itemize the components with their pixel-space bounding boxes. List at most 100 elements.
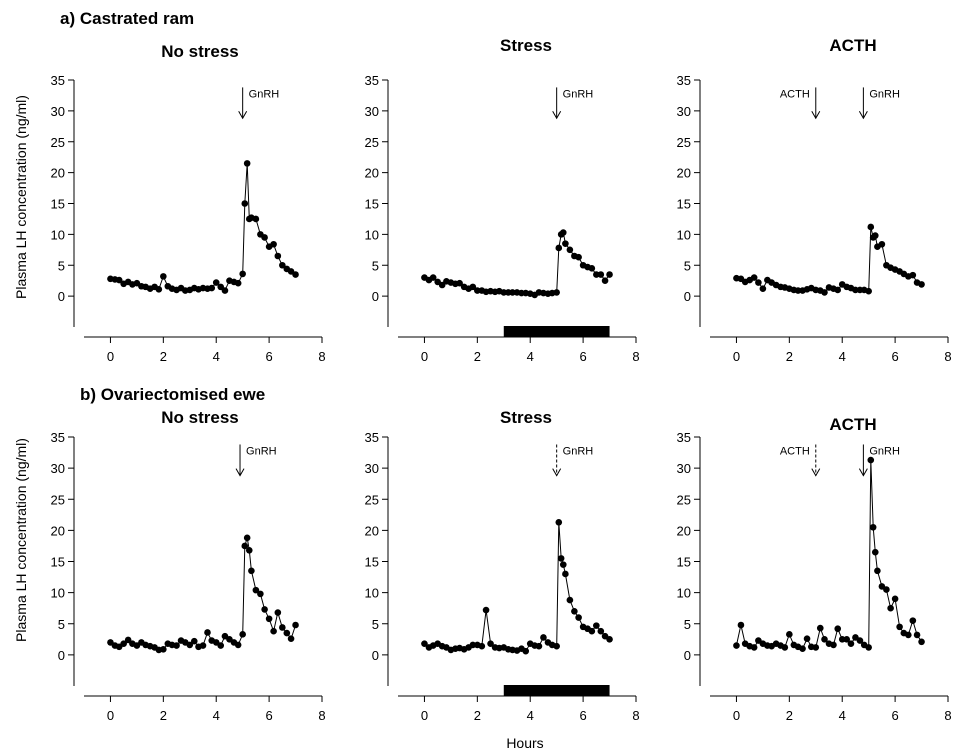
x-tick-label-4-1: 2 [474,708,481,723]
y-tick-label-3-4: 20 [51,523,65,538]
y-tick-label-3-2: 10 [51,586,65,601]
y-tick-label-4-7: 35 [365,430,379,445]
data-point-0-32 [243,160,251,167]
annotation-label-2-1: GnRH [869,88,900,100]
data-point-3-35 [252,586,260,594]
y-tick-label-3-0: 0 [58,648,65,663]
x-tick-label-4-3: 6 [579,708,586,723]
data-point-5-12 [786,631,793,638]
y-tick-label-5-6: 30 [677,461,691,476]
data-point-5-20 [821,636,828,643]
data-point-3-44 [292,621,299,629]
data-point-3-4 [124,636,132,644]
x-tick-label-3-1: 2 [160,708,167,723]
data-point-3-25 [217,642,225,649]
data-point-3-18 [186,641,194,649]
x-tick-label-1-3: 6 [579,349,586,364]
annotation-label-4-0: GnRH [563,445,594,457]
panel-title-1: Stress [500,36,552,55]
data-point-5-34 [874,567,881,575]
data-point-4-42 [597,627,605,635]
chart-panel-3: No stress 0 5 10 15 20 25 30 35 0 2 4 6 8 GnRH [51,408,326,723]
stress-period-bar-1 [503,326,610,337]
data-point-3-21 [199,642,207,649]
y-tick-label-1-1: 5 [372,258,379,273]
y-tick-label-0-7: 35 [51,73,65,88]
y-tick-label-5-2: 10 [677,586,691,601]
data-point-5-30 [865,644,872,651]
x-tick-label-2-2: 4 [839,349,846,364]
x-tick-label-1-0: 0 [421,349,428,364]
annotation-label-3-0: GnRH [246,445,277,457]
data-point-2-23 [834,286,842,294]
y-tick-label-0-3: 15 [51,197,65,212]
data-point-4-32 [557,555,565,562]
annotation-arrowhead-3-0 [235,468,245,477]
data-point-1-43 [601,277,609,284]
data-point-2-6 [759,285,767,293]
y-tick-label-5-1: 5 [684,617,691,632]
x-tick-label-2-0: 0 [733,349,740,364]
data-point-5-19 [816,624,824,632]
data-point-4-35 [566,596,574,604]
y-tick-label-2-2: 10 [677,227,691,242]
data-point-0-11 [155,286,163,293]
x-tick-label-5-2: 4 [839,708,846,723]
data-point-3-41 [279,624,286,631]
data-point-2-44 [918,281,925,288]
y-tick-label-1-6: 30 [365,104,379,119]
stress-period-bar-4 [503,685,610,696]
y-tick-label-0-6: 30 [51,104,65,119]
data-point-1-33 [559,229,567,236]
data-point-5-39 [896,623,903,631]
data-point-0-12 [160,273,167,280]
y-tick-label-5-0: 0 [684,648,691,663]
data-point-5-31 [867,456,875,464]
series-line-2-0 [736,226,922,293]
y-tick-label-0-0: 0 [58,289,65,304]
data-point-2-31 [867,223,875,231]
panel-title-5: ACTH [829,415,876,434]
x-tick-label-5-1: 2 [786,708,793,723]
data-point-5-43 [913,631,921,639]
data-point-4-44 [606,636,613,643]
data-point-5-36 [883,586,890,593]
data-point-2-5 [755,279,762,286]
y-tick-label-3-6: 30 [51,461,65,476]
y-tick-label-3-7: 35 [51,430,65,445]
y-tick-label-2-3: 15 [677,197,691,212]
data-point-1-42 [597,271,605,278]
data-point-5-32 [869,523,877,531]
data-point-3-39 [270,627,277,635]
x-tick-label-0-4: 8 [318,349,325,364]
data-point-3-42 [283,629,291,637]
x-tick-label-4-4: 8 [632,708,639,723]
data-point-0-26 [221,287,229,294]
y-tick-label-4-3: 15 [365,555,379,570]
data-point-5-38 [891,595,899,603]
panel-title-4: Stress [500,408,552,427]
data-point-5-18 [812,644,820,651]
x-tick-label-5-4: 8 [944,708,951,723]
y-tick-label-2-7: 35 [677,73,691,88]
data-point-4-36 [571,608,578,615]
y-tick-label-3-3: 15 [51,555,65,570]
data-point-0-2 [115,276,123,284]
data-point-3-12 [160,645,167,653]
data-point-1-44 [606,271,613,278]
series-line-4-0 [424,522,610,652]
x-tick-label-3-3: 6 [265,708,272,723]
y-tick-label-2-5: 25 [677,135,691,150]
x-tick-label-2-4: 8 [944,349,951,364]
data-point-3-33 [245,546,253,554]
data-point-3-37 [261,606,268,613]
x-tick-label-3-0: 0 [107,708,114,723]
data-point-0-41 [279,261,286,269]
y-tick-label-4-0: 0 [372,648,379,663]
data-point-4-33 [559,561,567,568]
chart-panel-4: Stress 0 5 10 15 20 25 30 35 0 2 4 6 8 GnRH [365,408,640,723]
data-point-5-4 [750,644,758,651]
data-point-0-23 [208,284,216,292]
y-tick-label-2-0: 0 [684,289,691,304]
